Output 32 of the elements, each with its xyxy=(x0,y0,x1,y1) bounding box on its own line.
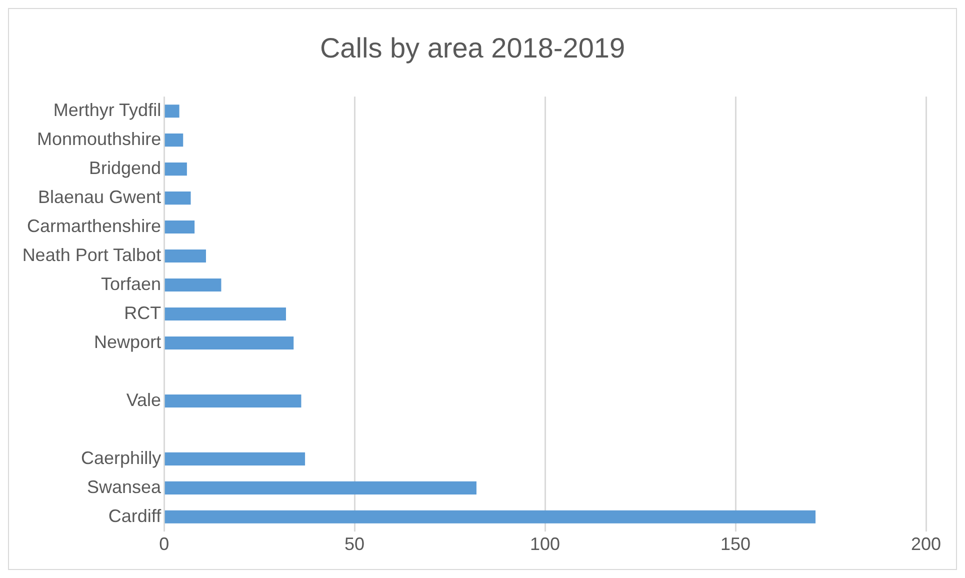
bar xyxy=(164,336,294,350)
x-tick-label: 100 xyxy=(530,534,560,554)
chart-title: Calls by area 2018-2019 xyxy=(320,32,626,64)
bar xyxy=(164,481,476,494)
y-tick-label: Merthyr Tydfil xyxy=(53,100,162,120)
y-tick-label: Neath Port Talbot xyxy=(22,244,162,265)
bar xyxy=(164,510,816,524)
x-tick-label: 50 xyxy=(344,534,365,554)
y-tick-label: Torfaen xyxy=(101,274,162,294)
y-tick-label: Bridgend xyxy=(89,158,162,178)
bar xyxy=(164,134,184,147)
bar xyxy=(164,307,286,321)
y-tick-label: Caerphilly xyxy=(81,448,162,468)
y-tick-label: Swansea xyxy=(87,476,162,497)
y-tick-label: Vale xyxy=(126,390,162,410)
x-tick-label: 150 xyxy=(720,534,751,554)
bar xyxy=(164,278,222,292)
y-tick-label: Cardiff xyxy=(108,506,162,526)
bar xyxy=(164,452,306,466)
y-tick-label: RCT xyxy=(124,302,162,323)
x-tick-label: 0 xyxy=(159,534,170,554)
bar xyxy=(164,162,187,176)
bar xyxy=(164,394,302,408)
bar xyxy=(164,250,206,263)
y-tick-label: Monmouthshire xyxy=(37,129,162,150)
y-tick-label: Blaenau Gwent xyxy=(38,187,162,208)
y-tick-label: Carmarthenshire xyxy=(27,216,162,236)
bar xyxy=(164,192,191,205)
y-tick-label: Newport xyxy=(94,332,162,352)
bar xyxy=(164,104,180,118)
bar xyxy=(164,220,195,234)
x-tick-label: 200 xyxy=(910,534,942,554)
